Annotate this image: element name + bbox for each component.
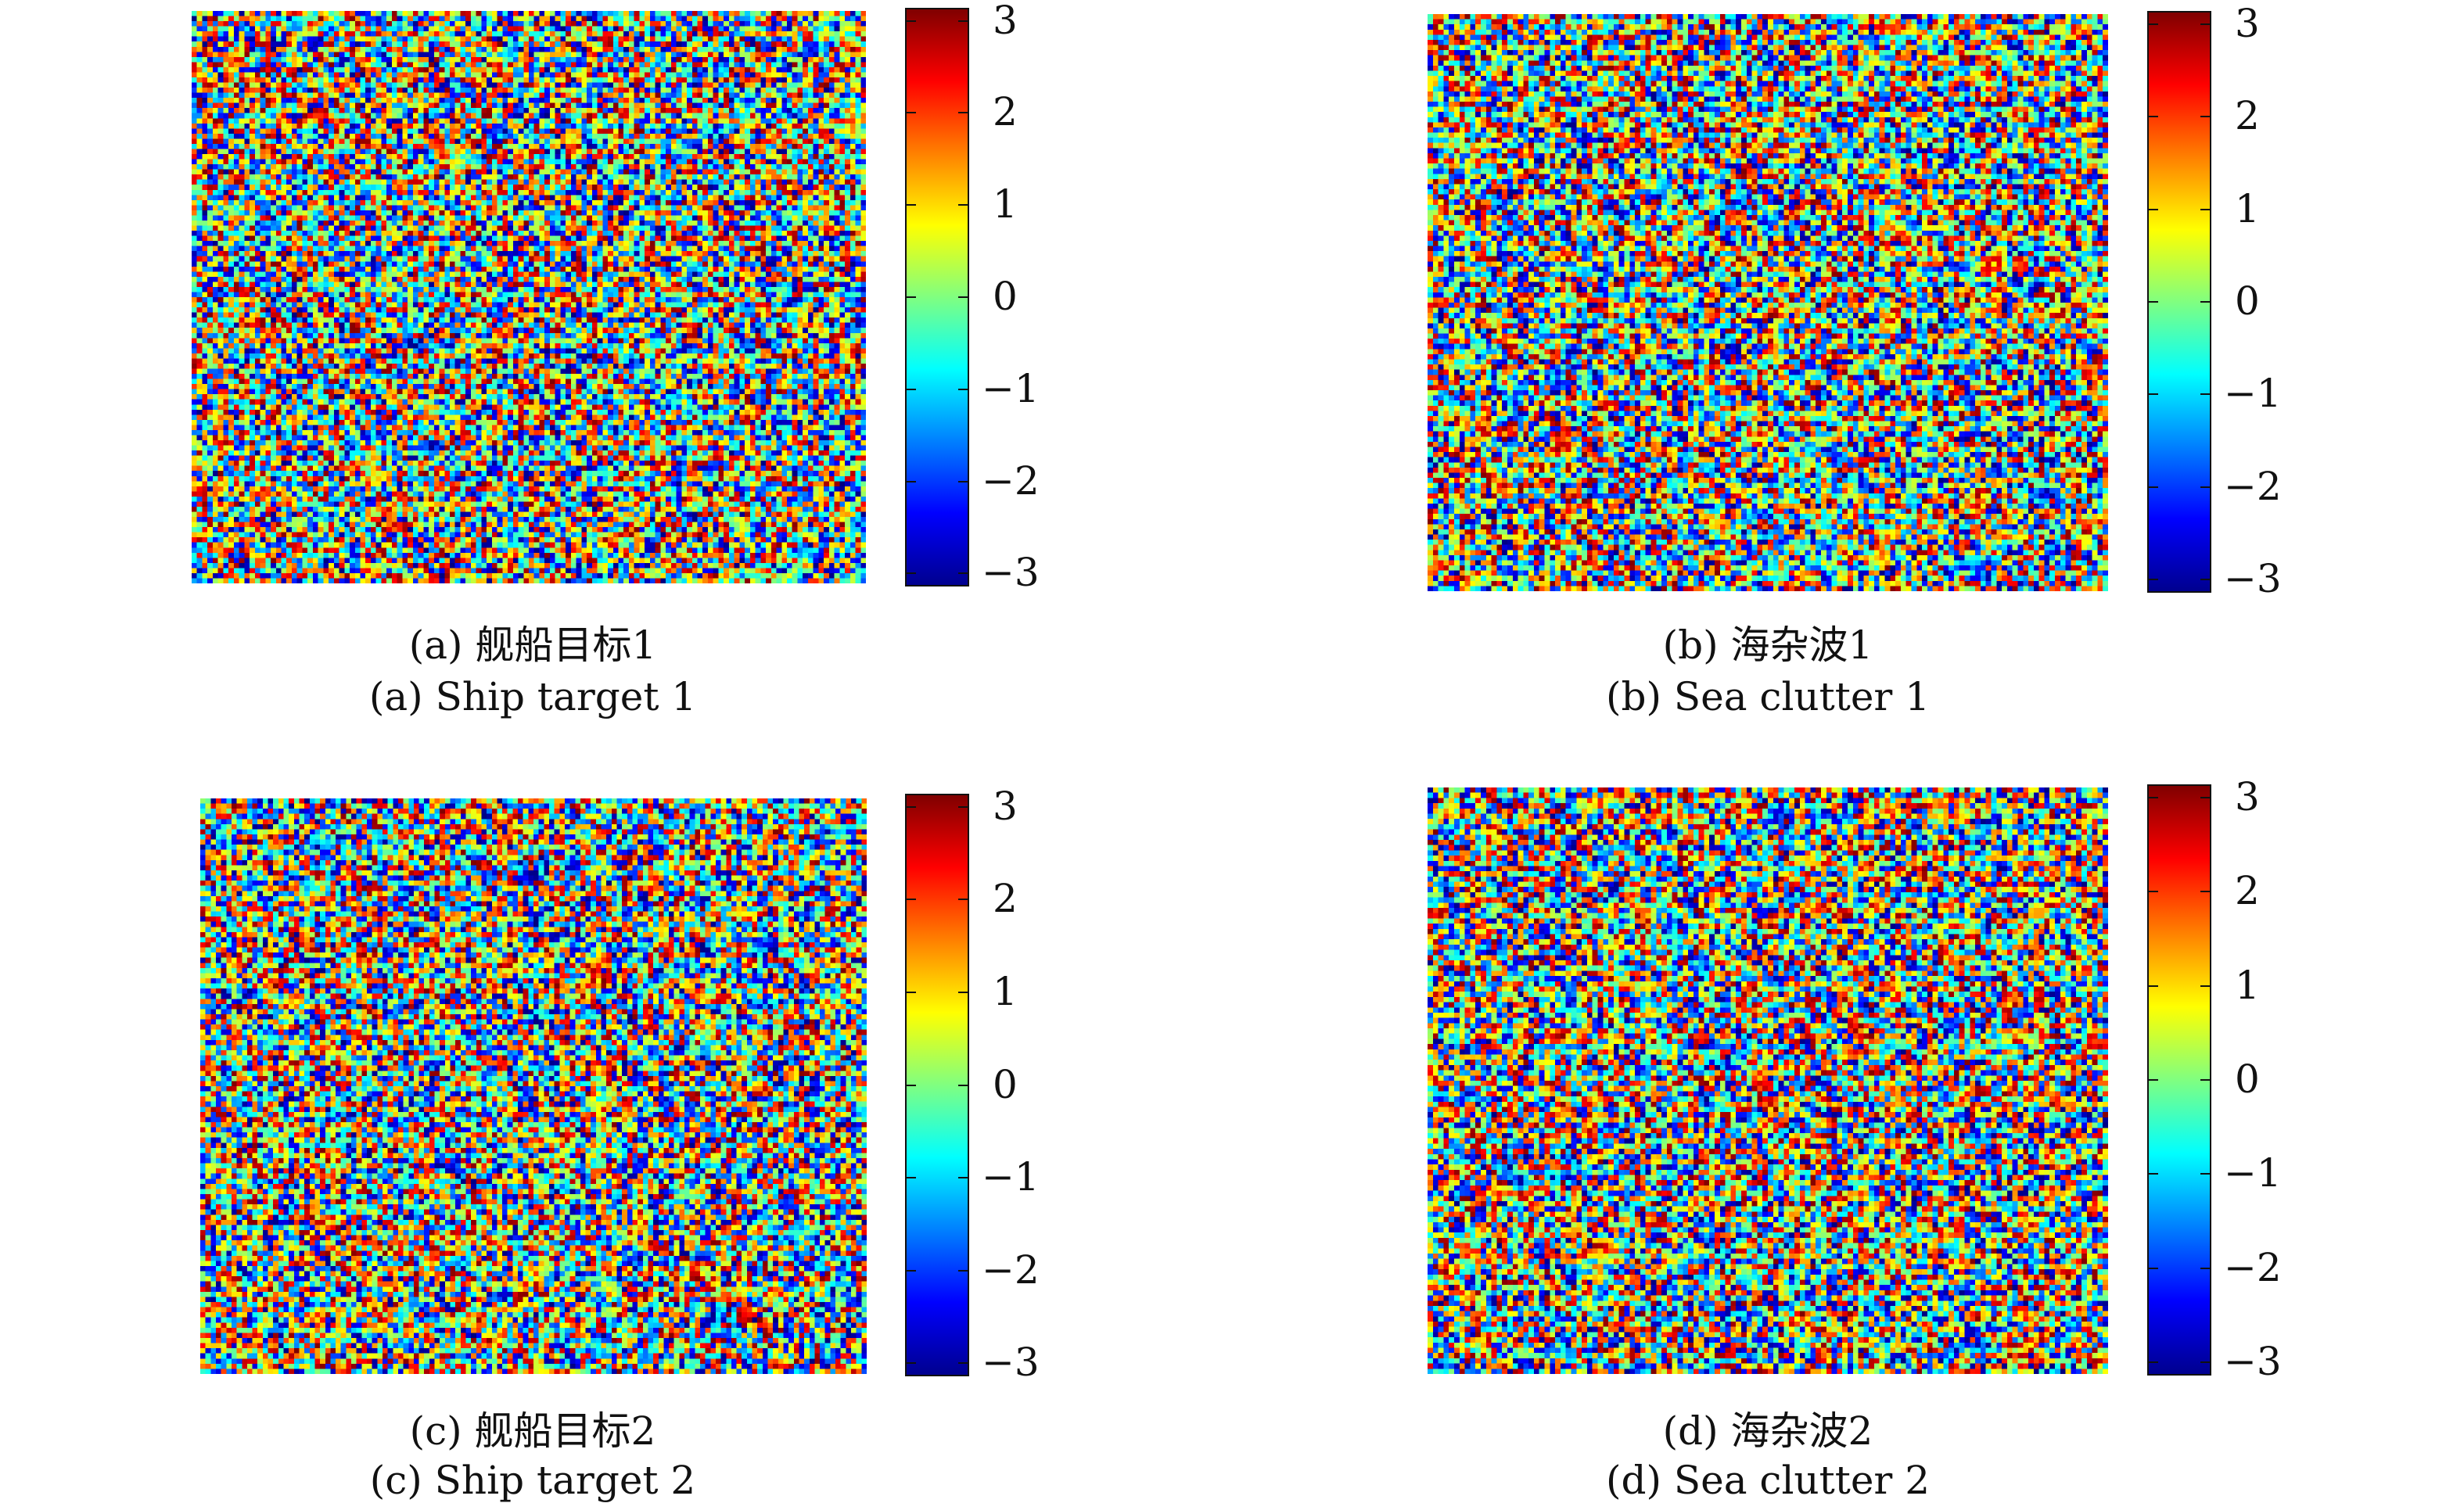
colorbar-tick-mark	[907, 112, 916, 114]
colorbar-tick-label: 1	[993, 181, 1018, 228]
colorbar-tick-label: −1	[982, 1154, 1040, 1200]
colorbar-tick-mark	[907, 388, 916, 390]
colorbar-tick-mark	[907, 296, 916, 298]
colorbar-tick-mark	[907, 1084, 916, 1086]
colorbar-tick-mark	[2200, 393, 2210, 396]
colorbar-tick-mark	[907, 204, 916, 206]
colorbar-tick-label: 0	[993, 1061, 1018, 1107]
colorbar-tick-mark	[907, 805, 916, 808]
colorbar-tick-mark	[2149, 486, 2158, 488]
colorbar-tick-mark	[2200, 985, 2210, 987]
colorbar-tick-mark	[958, 805, 968, 808]
colorbar-tick-label: −2	[2224, 1244, 2282, 1290]
heatmap-d	[1428, 787, 2108, 1374]
colorbar-tick-mark	[958, 899, 968, 901]
colorbar-tick-mark	[2200, 23, 2210, 25]
colorbar-tick-mark	[2200, 116, 2210, 118]
colorbar-tick-mark	[2149, 1267, 2158, 1269]
colorbar-tick-label: 3	[993, 783, 1018, 829]
colorbar-tick-mark	[2200, 1079, 2210, 1081]
colorbar-tick-mark	[2200, 208, 2210, 210]
colorbar-tick-label: −1	[2224, 371, 2282, 417]
caption-cn-d: (d) 海杂波2	[1662, 1408, 1873, 1454]
colorbar-tick-mark	[2200, 1267, 2210, 1269]
caption-cn-b: (b) 海杂波1	[1662, 622, 1873, 668]
colorbar-tick-mark	[2200, 301, 2210, 303]
colorbar-tick-label: −1	[2224, 1150, 2282, 1196]
colorbar-tick-mark	[907, 572, 916, 575]
colorbar-tick-mark	[2149, 891, 2158, 893]
colorbar-tick-mark	[2149, 393, 2158, 396]
colorbar-tick-mark	[958, 480, 968, 482]
colorbar-tick-label: 2	[993, 876, 1018, 922]
colorbar-tick-mark	[958, 204, 968, 206]
colorbar-tick-label: −2	[982, 457, 1040, 504]
colorbar-tick-label: −2	[2224, 463, 2282, 509]
colorbar-tick-mark	[2149, 1079, 2158, 1081]
colorbar-tick-label: 3	[993, 0, 1018, 43]
colorbar-tick-label: −2	[982, 1247, 1040, 1293]
colorbar-tick-label: 3	[2235, 0, 2260, 46]
colorbar-tick-label: 1	[993, 968, 1018, 1014]
colorbar-tick-label: −1	[982, 365, 1040, 411]
colorbar-tick-mark	[2200, 579, 2210, 581]
colorbar-tick-mark	[2149, 1361, 2158, 1363]
colorbar-tick-label: 1	[2235, 185, 2260, 231]
colorbar-tick-mark	[2200, 1361, 2210, 1363]
heatmap-b	[1428, 14, 2108, 591]
colorbar-tick-mark	[2200, 797, 2210, 799]
colorbar-tick-mark	[2149, 579, 2158, 581]
colorbar-tick-mark	[958, 20, 968, 22]
colorbar-tick-mark	[2149, 301, 2158, 303]
heatmap-c	[200, 798, 867, 1374]
colorbar-tick-mark	[907, 991, 916, 993]
colorbar-tick-label: 0	[993, 274, 1018, 319]
colorbar-tick-label: 0	[2235, 278, 2260, 324]
colorbar-tick-mark	[2149, 116, 2158, 118]
colorbar-tick-mark	[958, 1084, 968, 1086]
colorbar-tick-mark	[2200, 1173, 2210, 1175]
caption-en-a: (a) Ship target 1	[368, 674, 697, 719]
caption-en-c: (c) Ship target 2	[369, 1458, 696, 1503]
caption-en-b: (b) Sea clutter 1	[1605, 674, 1931, 719]
caption-en-d: (d) Sea clutter 2	[1605, 1458, 1931, 1503]
heatmap-a	[192, 11, 866, 583]
colorbar-tick-label: 2	[2235, 93, 2260, 139]
colorbar-tick-mark	[958, 1177, 968, 1179]
colorbar-tick-label: 2	[2235, 868, 2260, 914]
colorbar-tick-mark	[2149, 797, 2158, 799]
colorbar-tick-mark	[958, 1362, 968, 1365]
caption-cn-a: (a) 舰船目标1	[408, 622, 657, 668]
colorbar-tick-mark	[2149, 1173, 2158, 1175]
colorbar-tick-mark	[958, 296, 968, 298]
colorbar-tick-label: −3	[982, 1340, 1040, 1386]
colorbar-tick-mark	[958, 112, 968, 114]
colorbar-tick-mark	[907, 899, 916, 901]
colorbar-tick-mark	[2149, 985, 2158, 987]
colorbar-tick-mark	[2200, 486, 2210, 488]
colorbar-tick-mark	[907, 480, 916, 482]
colorbar-tick-mark	[958, 572, 968, 575]
colorbar-tick-mark	[958, 991, 968, 993]
colorbar-tick-mark	[2149, 23, 2158, 25]
colorbar-tick-label: −3	[2224, 556, 2282, 602]
colorbar-tick-label: 0	[2235, 1056, 2260, 1102]
colorbar-tick-mark	[2200, 891, 2210, 893]
colorbar-tick-mark	[907, 1362, 916, 1365]
colorbar-tick-mark	[958, 388, 968, 390]
colorbar-tick-label: 3	[2235, 774, 2260, 820]
colorbar-tick-label: 2	[993, 89, 1018, 135]
colorbar-tick-mark	[958, 1269, 968, 1272]
colorbar-tick-label: 1	[2235, 962, 2260, 1008]
colorbar-tick-mark	[2149, 208, 2158, 210]
colorbar-tick-mark	[907, 1177, 916, 1179]
caption-cn-c: (c) 舰船目标2	[409, 1408, 656, 1454]
colorbar-tick-label: −3	[982, 550, 1040, 596]
colorbar-tick-mark	[907, 1269, 916, 1272]
colorbar-tick-label: −3	[2224, 1338, 2282, 1384]
colorbar-tick-mark	[907, 20, 916, 22]
